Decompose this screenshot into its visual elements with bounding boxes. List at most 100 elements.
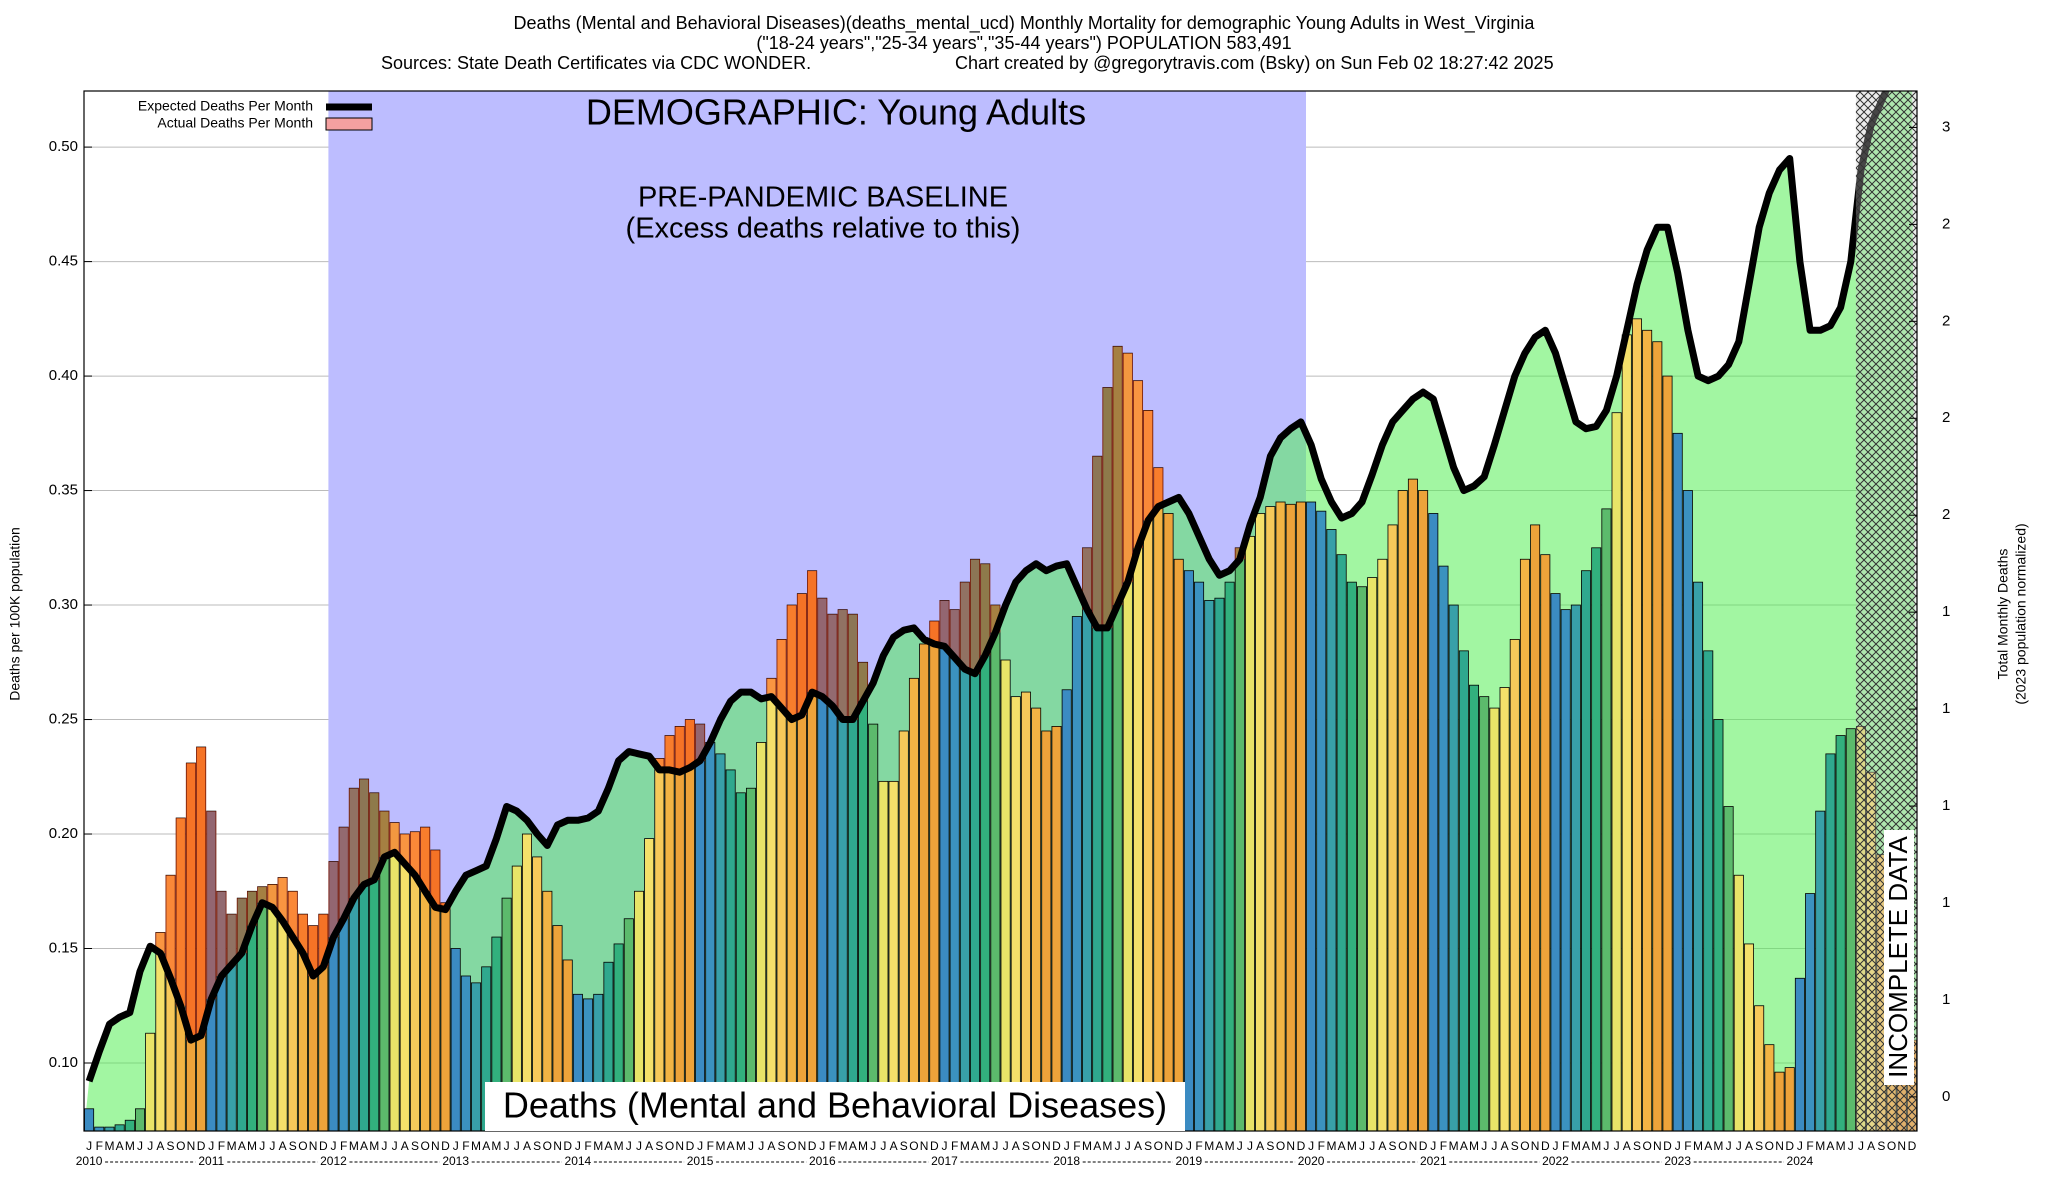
demographic-label: DEMOGRAPHIC: Young Adults xyxy=(586,92,1086,133)
excess xyxy=(796,593,808,715)
x-tick-label: M xyxy=(1326,1139,1336,1153)
bar xyxy=(481,966,492,1131)
year-label: 2018 xyxy=(1053,1154,1080,1168)
bar xyxy=(847,613,858,1131)
x-tick-label: A xyxy=(1134,1139,1142,1153)
excess xyxy=(206,811,217,999)
bar xyxy=(1845,728,1856,1131)
excess xyxy=(236,898,247,954)
bar xyxy=(674,726,685,1131)
bar xyxy=(318,913,329,1131)
bar xyxy=(450,948,461,1131)
x-tick-label: M xyxy=(349,1139,359,1153)
bar xyxy=(185,762,196,1131)
bar xyxy=(786,604,797,1131)
bar xyxy=(878,780,889,1131)
excess xyxy=(389,822,400,853)
x-tick-label: J xyxy=(1481,1139,1487,1153)
x-tick-label: M xyxy=(858,1139,868,1153)
bar xyxy=(471,982,482,1131)
bar xyxy=(1540,554,1551,1131)
bar xyxy=(1672,432,1683,1131)
excess xyxy=(990,605,1001,633)
x-tick-label: F xyxy=(1440,1139,1447,1153)
bar xyxy=(1204,600,1215,1131)
year-label: 2019 xyxy=(1176,1154,1203,1168)
bar xyxy=(440,902,451,1131)
bar xyxy=(1428,513,1439,1131)
bar xyxy=(1183,570,1194,1131)
x-tick-label: F xyxy=(1806,1139,1813,1153)
bar xyxy=(1071,616,1082,1131)
year-label: 2020 xyxy=(1298,1154,1325,1168)
year-label: 2011 xyxy=(198,1154,224,1168)
bar xyxy=(1214,597,1225,1131)
bar xyxy=(1448,604,1459,1131)
x-tick-label: A xyxy=(1338,1139,1346,1153)
x-tick-label: N xyxy=(553,1139,562,1153)
bar xyxy=(247,890,258,1131)
bar xyxy=(1387,524,1398,1131)
y2-tick-label: 0 xyxy=(1942,1088,1950,1105)
bar xyxy=(1418,490,1429,1131)
x-tick-label: M xyxy=(1082,1139,1092,1153)
bar xyxy=(145,1032,156,1131)
excess xyxy=(1081,547,1093,610)
excess xyxy=(664,735,675,770)
bar xyxy=(919,643,930,1131)
x-tick-label: O xyxy=(298,1139,307,1153)
excess xyxy=(328,861,339,938)
excess xyxy=(837,609,848,720)
x-tick-label: M xyxy=(593,1139,603,1153)
x-tick-label: J xyxy=(453,1139,459,1153)
x-tick-label: D xyxy=(1419,1139,1428,1153)
x-tick-label: M xyxy=(1204,1139,1214,1153)
x-tick-label: J xyxy=(1675,1139,1681,1153)
bar xyxy=(1377,558,1388,1131)
y-axis-label: Deaths per 100K population xyxy=(7,527,23,701)
bar xyxy=(84,1108,95,1131)
bar xyxy=(1224,581,1235,1131)
x-tick-label: F xyxy=(218,1139,225,1153)
x-tick-label: S xyxy=(1633,1139,1641,1153)
x-tick-label: S xyxy=(1022,1139,1030,1153)
x-tick-label: O xyxy=(1276,1139,1285,1153)
excess xyxy=(674,726,685,773)
excess xyxy=(807,570,818,693)
x-tick-label: S xyxy=(167,1139,175,1153)
x-tick-label: J xyxy=(575,1139,581,1153)
bar xyxy=(1489,707,1500,1131)
x-tick-label: A xyxy=(1093,1139,1101,1153)
x-tick-label: N xyxy=(309,1139,318,1153)
x-tick-label: A xyxy=(1215,1139,1223,1153)
excess xyxy=(358,779,370,885)
x-tick-label: S xyxy=(1755,1139,1763,1153)
bar xyxy=(1743,943,1754,1131)
bar xyxy=(898,730,909,1131)
x-tick-label: M xyxy=(960,1139,970,1153)
excess xyxy=(287,891,298,938)
x-tick-label: J xyxy=(758,1139,764,1153)
legend-label: Actual Deaths Per Month xyxy=(157,115,313,131)
bar xyxy=(705,742,716,1131)
bar xyxy=(837,609,848,1131)
legend-label: Expected Deaths Per Month xyxy=(138,98,313,114)
bar xyxy=(1265,506,1276,1131)
excess xyxy=(1153,467,1164,507)
bar xyxy=(379,810,390,1131)
x-tick-label: N xyxy=(1653,1139,1662,1153)
x-tick-label: O xyxy=(1642,1139,1651,1153)
x-tick-label: N xyxy=(1409,1139,1418,1153)
x-tick-label: O xyxy=(787,1139,796,1153)
x-tick-label: O xyxy=(1031,1139,1040,1153)
y2-tick-label: 2 xyxy=(1942,506,1950,523)
x-tick-label: A xyxy=(238,1139,246,1153)
baseline-label: (Excess deaths relative to this) xyxy=(626,213,1021,245)
x-tick-label: J xyxy=(748,1139,754,1153)
x-tick-label: N xyxy=(1897,1139,1906,1153)
bar xyxy=(1621,334,1632,1131)
x-tick-label: O xyxy=(1765,1139,1774,1153)
bar xyxy=(1570,604,1581,1131)
bar xyxy=(654,758,665,1131)
